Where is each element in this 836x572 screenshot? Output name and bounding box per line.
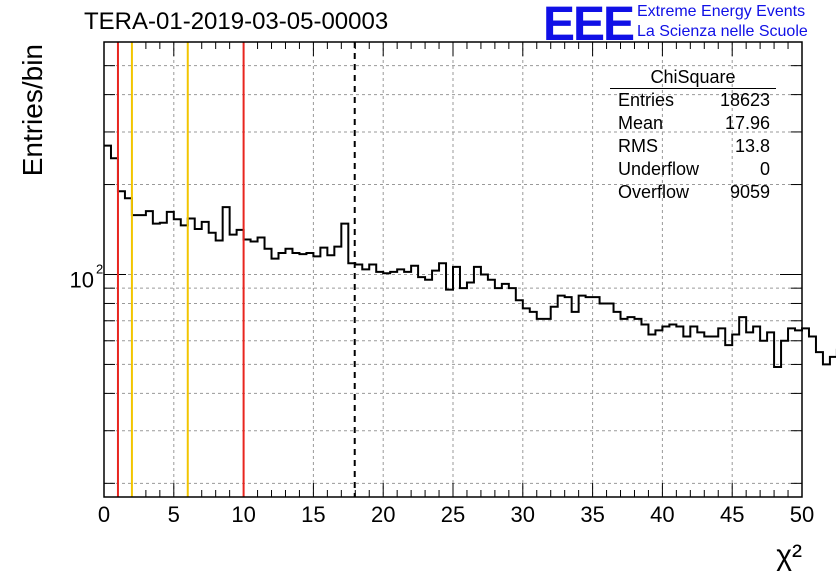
eee-logo: EEE (543, 0, 636, 51)
stats-value: 9059 (729, 182, 770, 202)
statistics-box: ChiSquare Entries 18623 Mean 17.96 RMS 1… (610, 66, 780, 204)
x-tick-label: 20 (371, 502, 395, 527)
grid (104, 41, 802, 497)
stats-title: ChiSquare (610, 66, 776, 89)
y-tick-labels: 10 2 (70, 261, 104, 292)
histogram-line (104, 144, 836, 369)
y-tick-label: 10 (70, 267, 94, 292)
x-tick-label: 10 (231, 502, 255, 527)
stats-label: Underflow (618, 159, 700, 179)
x-tick-label: 5 (168, 502, 180, 527)
x-tick-label: 40 (650, 502, 674, 527)
x-tick-labels: 0 5 10 15 20 25 30 35 40 45 50 (98, 502, 814, 527)
stats-row-entries: Entries 18623 (610, 89, 780, 112)
stats-label: RMS (618, 136, 658, 156)
eee-logo-icon: EEE (543, 0, 636, 51)
logo-letters: EEE (543, 0, 634, 44)
stats-row-rms: RMS 13.8 (610, 135, 780, 158)
stats-value: 17.96 (724, 113, 770, 133)
logo-line-2: La Scienza nelle Scuole (637, 23, 808, 40)
stats-label: Overflow (618, 182, 690, 202)
x-tick-label: 0 (98, 502, 110, 527)
x-tick-label: 50 (790, 502, 814, 527)
x-tick-label: 25 (441, 502, 465, 527)
stats-value: 13.8 (734, 136, 770, 156)
stats-row-mean: Mean 17.96 (610, 112, 780, 135)
stats-label: Entries (618, 90, 675, 110)
run-title: TERA-01-2019-03-05-00003 (84, 8, 389, 35)
stats-row-underflow: Underflow 0 (610, 158, 780, 181)
reference-lines (116, 42, 356, 497)
logo-caption: Extreme Energy Events La Scienza nelle S… (637, 2, 808, 42)
stats-label: Mean (618, 113, 664, 133)
x-tick-label: 45 (720, 502, 744, 527)
x-tick-label: 35 (580, 502, 604, 527)
plot-frame (103, 41, 803, 498)
logo-line-1: Extreme Energy Events (637, 3, 806, 20)
y-axis-label: Entries/bin (17, 44, 48, 176)
x-tick-label: 15 (301, 502, 325, 527)
x-tick-label: 30 (511, 502, 535, 527)
y-tick-label-exponent: 2 (96, 261, 103, 276)
x-axis-label: χ² (776, 539, 802, 572)
stats-value: 0 (759, 159, 770, 179)
stats-value: 18623 (719, 90, 770, 110)
stats-row-overflow: Overflow 9059 (610, 181, 780, 204)
